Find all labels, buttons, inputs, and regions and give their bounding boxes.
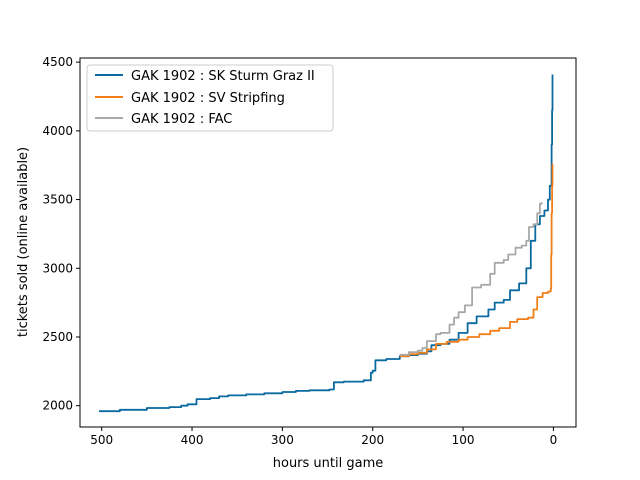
series-line-2: [399, 202, 543, 356]
legend: GAK 1902 : SK Sturm Graz II GAK 1902 : S…: [86, 64, 334, 132]
x-tick-label: 100: [452, 433, 475, 447]
x-tick-label: 200: [361, 433, 384, 447]
y-tick-label: 3500: [42, 193, 73, 207]
y-tick-label: 4500: [42, 55, 73, 69]
x-axis-label: hours until game: [273, 456, 384, 471]
legend-label-fac: GAK 1902 : FAC: [131, 112, 232, 127]
y-tick-label: 3000: [42, 261, 73, 275]
x-tick-label: 0: [550, 433, 558, 447]
y-tick-label: 2500: [42, 330, 73, 344]
x-tick-label: 500: [90, 433, 113, 447]
y-tick-label: 2000: [42, 399, 73, 413]
x-tick-label: 300: [271, 433, 294, 447]
legend-label-stripfing: GAK 1902 : SV Stripfing: [131, 91, 285, 106]
plot-frame: [79, 57, 577, 428]
legend-box: [86, 64, 334, 132]
series-line-1: [399, 163, 554, 358]
legend-label-sturm-graz: GAK 1902 : SK Sturm Graz II: [131, 69, 315, 84]
y-tick-label: 4000: [42, 124, 73, 138]
x-axis-ticks: 500 400 300 200 100 0: [90, 427, 557, 447]
y-axis-ticks: 2000 2500 3000 3500 4000 4500: [42, 55, 80, 413]
series-layer: [99, 74, 554, 413]
x-tick-label: 400: [181, 433, 204, 447]
y-axis-label: tickets sold (online available): [16, 147, 31, 337]
